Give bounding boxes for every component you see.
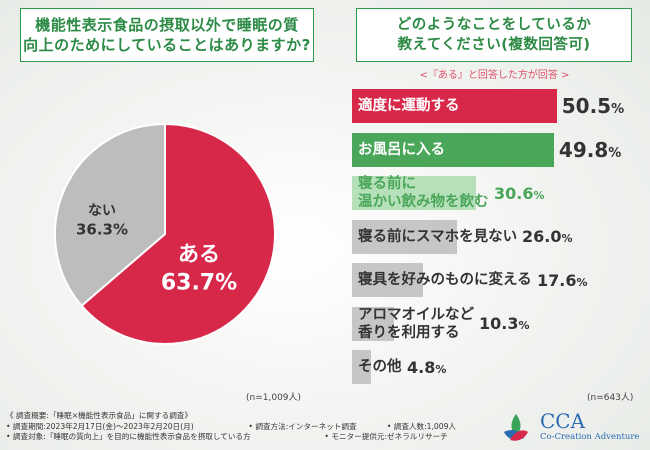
- bar-value-4: 26.0%: [522, 227, 573, 246]
- bar-value-3: 30.6%: [494, 183, 545, 203]
- bar-label-1: 適度に運動する: [358, 98, 460, 114]
- pie-value-1: 63.7%: [161, 270, 237, 295]
- bar-4: [352, 219, 458, 254]
- bar-7: [352, 350, 372, 384]
- respondent-note: <『ある』と回答した方が回答 >: [419, 70, 570, 81]
- bar-5: [352, 263, 424, 297]
- left-sample-size: (n=1,009人): [246, 393, 302, 403]
- logo-title: CCA: [540, 409, 586, 433]
- bar-value-7: 4.8%: [407, 357, 447, 377]
- bar-label-7: その他: [358, 359, 402, 375]
- bar-value-6: 10.3%: [479, 314, 530, 333]
- bar-1: [352, 89, 557, 123]
- right-question-box: どのようなことをしているか 教えてください(複数回答可): [356, 8, 632, 62]
- bar-label-3: 寝る前に 温かい飲み物を飲む: [358, 176, 489, 210]
- pie-chart: ある 63.7% ない 36.3%: [54, 122, 276, 345]
- bar-6: [352, 306, 394, 341]
- cca-logo-mark: [504, 414, 528, 441]
- left-question-line1: 機能性表示食品の摂取以外で睡眠の質: [35, 16, 299, 34]
- bar-value-5: 17.6%: [537, 270, 588, 290]
- footer-count: • 調査人数:1,009人: [386, 421, 457, 431]
- footer-line1: 《 調査概要:「睡眠×機能性表示食品」に関する調査》: [6, 411, 192, 420]
- bar-value-2: 49.8%: [558, 137, 622, 162]
- left-question-box: 機能性表示食品の摂取以外で睡眠の質 向上のためにしていることはありますか?: [20, 8, 314, 62]
- footer-method: • 調査方法:インターネット調査: [248, 421, 357, 431]
- logo-subtitle: Co-Creation Adventure: [540, 432, 640, 442]
- footer-provider: • モニター提供元:ゼネラルリサーチ: [324, 432, 448, 441]
- bar-2: [352, 132, 554, 167]
- right-question-line1: どのようなことをしているか: [396, 17, 592, 33]
- right-sample-size: (n=643人): [587, 393, 634, 403]
- pie-slice-1: [80, 122, 276, 345]
- bar-label-2: お風呂に入る: [358, 141, 445, 158]
- footer-period: • 調査期間:2023年2月17日(金)〜2023年2月20日(月): [6, 421, 194, 431]
- pie-value-2: 36.3%: [76, 221, 128, 239]
- pie-label-2: ない: [88, 203, 116, 219]
- bar-value-1: 50.5%: [561, 94, 625, 118]
- pie-slice-2: [54, 122, 166, 308]
- bar-label-6: アロマオイルなど 香りを利用する: [358, 306, 474, 341]
- survey-footer: 《 調査概要:「睡眠×機能性表示食品」に関する調査》 • 調査期間:2023年2…: [6, 411, 456, 443]
- bar-3: [352, 176, 477, 210]
- left-question-line2: 向上のためにしていることはありますか?: [23, 36, 311, 54]
- bar-label-4: 寝る前にスマホを見ない: [358, 228, 518, 245]
- pie-label-1: ある: [178, 242, 220, 266]
- right-question-line2: 教えてください(複数回答可): [397, 37, 591, 53]
- logo-text: CCA Co-Creation Adventure: [540, 410, 639, 442]
- bar-label-5: 寝具を好みのものに変える: [358, 272, 532, 288]
- footer-target: • 調査対象:「睡眠の質向上」を目的に機能性表示食品を摂取している方: [6, 432, 251, 441]
